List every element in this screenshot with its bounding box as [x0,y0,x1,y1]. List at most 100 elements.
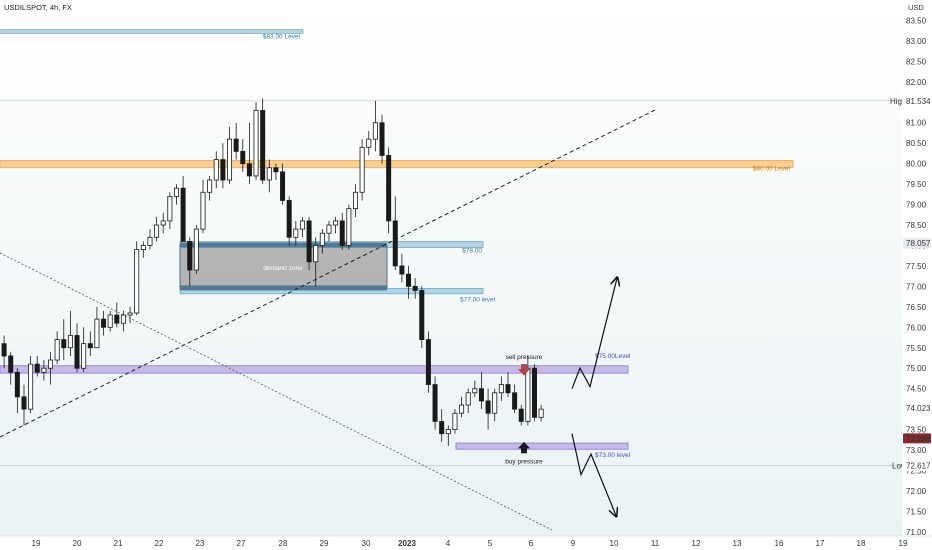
y-tick-label: 71.50 [906,507,927,516]
candle-body [173,187,179,197]
y-tick-label: 71.00 [906,528,927,537]
candle-body [207,179,213,193]
zone-label-level-73: $73.00 level [595,452,631,459]
bearish-projection-arrow [571,433,616,516]
candle-body [260,110,266,181]
zone-label-level-80: $80.00 Level [753,165,791,172]
candle-body [240,150,246,165]
price-tag-label-low-value: 72.617 [906,462,931,471]
zone-level-80 [0,159,794,169]
candle-body [339,220,345,246]
candle-body [180,187,186,242]
candle-body [412,285,418,291]
zone-level-73 [455,442,629,450]
candle-body [432,384,438,422]
price-tag-current-price [903,433,931,444]
y-tick-label: 83.50 [906,16,927,25]
candle-body [306,220,312,263]
price-tag-high-value [903,95,931,106]
candle-body [187,240,193,271]
candle-body [346,208,352,246]
candle-body [8,355,14,373]
candle-body [280,171,286,201]
y-tick-label: 77.50 [906,262,927,271]
zone-label-level-77: $77.00 level [460,296,496,303]
candle-body [366,138,372,148]
price-tag-low-value [903,460,931,471]
x-tick-label: 4 [446,539,451,548]
candle-body [465,392,471,406]
candle-body [227,138,233,181]
bullish-projection-arrow [571,278,617,389]
candle-body [485,400,491,414]
y-tick-label: 80.00 [906,160,927,169]
candle-body [445,429,451,435]
candle-body [67,335,73,349]
candle-body [452,412,458,430]
x-tick-label: 29 [320,539,329,548]
y-tick-label: 82.50 [906,57,927,66]
candle-body [41,367,47,373]
x-tick-label: 23 [196,539,205,548]
x-tick-label: 6 [529,539,534,548]
buy-pressure-label: buy pressure [505,459,543,466]
candle-body [512,392,518,410]
candle-body [293,228,299,238]
x-tick-label: 13 [733,539,742,548]
candle-body [74,335,80,369]
candle-body [266,167,272,181]
y-tick-label: 74.50 [906,385,927,394]
candle-body [386,155,392,222]
candle-body [518,408,524,422]
candle-body [200,191,206,230]
demand-zone-top-edge [180,242,387,248]
y-tick-label: 80.50 [906,139,927,148]
y-tick-label: 76.50 [906,303,927,312]
y-tick-label: 75.50 [906,344,927,353]
candle-body [478,388,484,402]
y-tick-label: 83.00 [906,37,927,46]
candle-body [160,220,166,226]
zone-label-level-78: $78.00 [462,247,482,254]
x-tick-label: 2023 [398,539,416,548]
sell-pressure-label: sell pressure [506,354,543,361]
x-tick-label: 21 [114,539,123,548]
candle-body [54,339,60,361]
demand-zone-label: demand zone [263,265,303,272]
candle-body [359,146,365,193]
candle-body [140,245,146,250]
x-tick-label: 30 [362,539,371,548]
candle-body [319,232,325,246]
x-tick-label: 10 [610,539,619,548]
x-tick-label: 27 [237,539,246,548]
candle-body [28,363,34,410]
candle-body [21,396,27,410]
candle-body [94,318,100,349]
candle-body [107,314,113,328]
y-tick-label: 72.50 [906,466,927,475]
x-tick-label: 18 [857,539,866,548]
y-axis-background [902,0,932,550]
zone-label-level-75: $75.00Level [595,353,631,360]
candle-body [87,343,93,349]
candle-body [538,408,544,418]
y-tick-label: 78.50 [906,221,927,230]
falling-trend-line [0,252,553,531]
candle-body [425,339,431,385]
x-axis-background [0,536,932,550]
y-tick-label: 82.00 [906,78,927,87]
y-tick-label: 77.00 [906,282,927,291]
x-tick-label: 5 [488,539,493,548]
candle-body [505,384,511,394]
price-tag-current-a [903,403,931,414]
zone-level-75 [0,365,629,374]
candle-body [81,343,87,369]
candle-body [492,392,498,414]
sell-pressure-arrow-icon [518,364,530,376]
candle-body [147,236,153,246]
y-tick-label: 76.00 [906,323,927,332]
y-tick-label: 75.00 [906,364,927,373]
x-tick-label: 22 [155,539,164,548]
candle-body [372,122,378,140]
